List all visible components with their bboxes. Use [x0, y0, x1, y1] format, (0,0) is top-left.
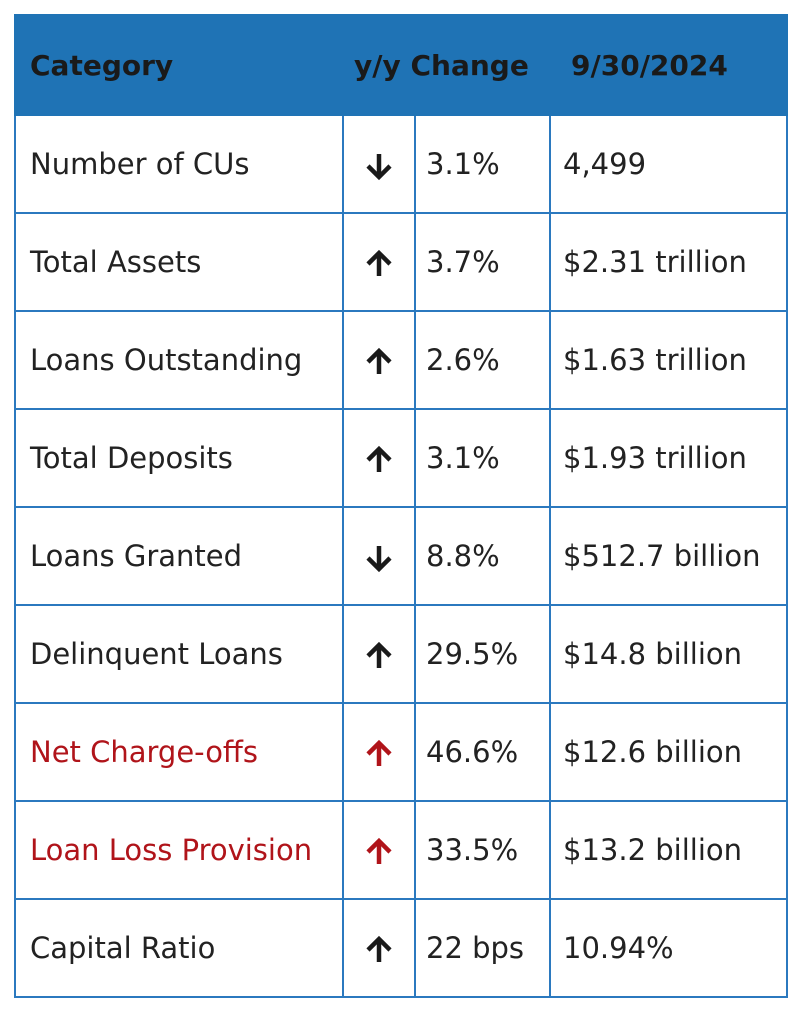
row-value: $13.2 billion: [549, 800, 789, 900]
row-category: Delinquent Loans: [14, 604, 344, 704]
table-row: Loans Granted 8.8% $512.7 billion: [14, 506, 789, 606]
row-change: 29.5%: [413, 604, 552, 704]
row-category: Loans Granted: [14, 506, 344, 606]
arrow-up-icon: [364, 735, 394, 769]
row-direction: [342, 604, 416, 704]
table-body: Number of CUs 3.1% 4,499 Total Assets 3.7% $2…: [14, 114, 789, 998]
header-row: Category y/y Change 9/30/2024: [14, 14, 789, 116]
arrow-up-icon: [364, 343, 394, 377]
cu-statistics-table: Category y/y Change 9/30/2024 Number of …: [14, 14, 789, 998]
header-category: Category: [14, 14, 344, 116]
row-direction: [342, 408, 416, 508]
row-change: 3.1%: [413, 408, 552, 508]
table-row: Delinquent Loans 29.5% $14.8 billion: [14, 604, 789, 704]
row-category: Number of CUs: [14, 114, 344, 214]
row-change: 2.6%: [413, 310, 552, 410]
table-row: Number of CUs 3.1% 4,499: [14, 114, 789, 214]
row-value: $1.63 trillion: [549, 310, 789, 410]
row-category: Loan Loss Provision: [14, 800, 344, 900]
row-change: 8.8%: [413, 506, 552, 606]
table-row: Loan Loss Provision 33.5% $13.2 billion: [14, 800, 789, 900]
arrow-up-icon: [364, 441, 394, 475]
arrow-up-icon: [364, 931, 394, 965]
row-direction: [342, 702, 416, 802]
row-change: 3.1%: [413, 114, 552, 214]
row-direction: [342, 310, 416, 410]
row-direction: [342, 114, 416, 214]
row-direction: [342, 212, 416, 312]
arrow-up-icon: [364, 245, 394, 279]
row-change: 46.6%: [413, 702, 552, 802]
row-value: $1.93 trillion: [549, 408, 789, 508]
row-category: Capital Ratio: [14, 898, 344, 998]
row-direction: [342, 898, 416, 998]
row-direction: [342, 506, 416, 606]
header-yy-change: y/y Change: [341, 14, 552, 116]
cu-statistics-table-container: Category y/y Change 9/30/2024 Number of …: [14, 14, 789, 1002]
table-row: Capital Ratio 22 bps 10.94%: [14, 898, 789, 998]
table-row: Net Charge-offs 46.6% $12.6 billion: [14, 702, 789, 802]
arrow-down-icon: [364, 539, 394, 573]
row-value: 4,499: [549, 114, 789, 214]
arrow-down-icon: [364, 147, 394, 181]
row-change: 33.5%: [413, 800, 552, 900]
row-category: Net Charge-offs: [14, 702, 344, 802]
arrow-up-icon: [364, 637, 394, 671]
row-value: $512.7 billion: [549, 506, 789, 606]
table-row: Total Deposits 3.1% $1.93 trillion: [14, 408, 789, 508]
table-row: Total Assets 3.7% $2.31 trillion: [14, 212, 789, 312]
arrow-up-icon: [364, 833, 394, 867]
row-value: $12.6 billion: [549, 702, 789, 802]
row-category: Total Deposits: [14, 408, 344, 508]
row-change: 22 bps: [413, 898, 552, 998]
row-value: $2.31 trillion: [549, 212, 789, 312]
row-value: 10.94%: [549, 898, 789, 998]
row-category: Loans Outstanding: [14, 310, 344, 410]
row-value: $14.8 billion: [549, 604, 789, 704]
row-change: 3.7%: [413, 212, 552, 312]
row-direction: [342, 800, 416, 900]
header-date: 9/30/2024: [549, 14, 789, 116]
table-header: Category y/y Change 9/30/2024: [14, 14, 789, 116]
table-row: Loans Outstanding 2.6% $1.63 trillion: [14, 310, 789, 410]
row-category: Total Assets: [14, 212, 344, 312]
